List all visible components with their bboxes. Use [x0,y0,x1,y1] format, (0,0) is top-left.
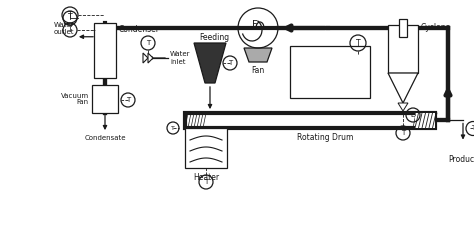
Text: Fan: Fan [251,66,264,75]
Bar [415,113,435,128]
Bar [388,25,418,73]
Text: D: D [410,112,416,118]
Text: Control
Panel: Control Panel [315,62,345,82]
Text: Vacuum
Fan: Vacuum Fan [61,93,89,105]
Polygon shape [148,53,153,63]
Text: Condenser: Condenser [119,25,160,34]
Text: T: T [471,125,474,131]
Polygon shape [388,73,418,103]
Text: T: T [68,26,73,35]
Polygon shape [244,48,272,62]
Bar [290,46,370,98]
Text: Condensate: Condensate [84,135,126,141]
Text: Heater: Heater [193,173,219,182]
Bar [94,23,116,78]
Text: T: T [126,97,130,103]
Text: Product: Product [448,156,474,165]
Bar [185,113,435,128]
Text: Rotating Drum: Rotating Drum [297,133,353,142]
Text: T: T [68,14,73,23]
Text: Water
outlet: Water outlet [54,22,74,35]
Text: T: T [68,10,73,19]
Text: Feeding: Feeding [199,33,229,42]
Text: T: T [171,125,175,130]
Text: T: T [146,40,150,46]
Text: Cyclone: Cyclone [421,23,451,32]
Polygon shape [143,53,148,63]
Text: T: T [401,130,405,136]
Text: F: F [252,20,258,30]
Polygon shape [194,43,226,83]
Bar [185,128,227,168]
Text: T: T [356,38,360,47]
Polygon shape [398,103,408,111]
Text: T: T [204,179,208,185]
Text: T: T [228,60,232,66]
Bar [399,19,407,37]
Text: Water
inlet: Water inlet [170,52,191,64]
Bar [92,85,118,113]
